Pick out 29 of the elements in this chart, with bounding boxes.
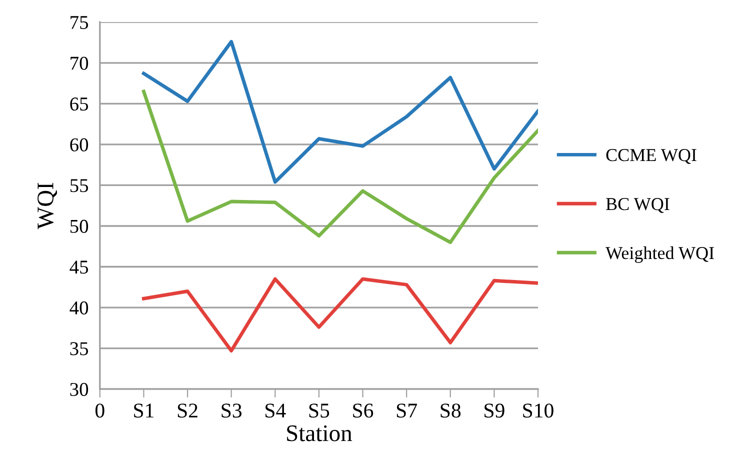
x-tick-label: S2 [178,404,198,418]
y-tick-label: 30 [70,382,88,396]
x-tick-label: S8 [440,404,461,418]
legend-label: BC WQI [606,198,670,213]
x-axis-title: Station [287,425,352,442]
x-tick-label: S3 [222,404,242,418]
x-tick-label: S6 [353,404,374,418]
x-tick-label: S5 [309,404,330,418]
line-series [142,90,538,244]
y-tick-label: 45 [70,260,88,274]
legend-label: CCME WQI [606,149,696,164]
x-tick-label: 0 [95,404,104,418]
y-axis-title: WQI [38,182,58,230]
x-tick-label: S10 [523,404,554,418]
line-series [142,277,538,352]
y-tick-label: 50 [70,220,88,233]
line-series [142,40,538,184]
y-tick-label: 40 [70,301,88,314]
y-tick-label: 55 [70,179,88,192]
x-tick-label: S4 [266,404,286,418]
y-tick-label: 70 [70,56,88,70]
x-tick-label: S7 [396,404,417,418]
y-tick-label: 65 [70,98,88,111]
y-tick-label: 35 [70,342,88,356]
y-tick-label: 60 [70,138,88,152]
x-tick-label: S1 [134,404,154,418]
x-tick-label: S9 [484,404,504,418]
legend-label: Weighted WQI [606,246,714,263]
y-tick-label: 75 [70,16,88,30]
